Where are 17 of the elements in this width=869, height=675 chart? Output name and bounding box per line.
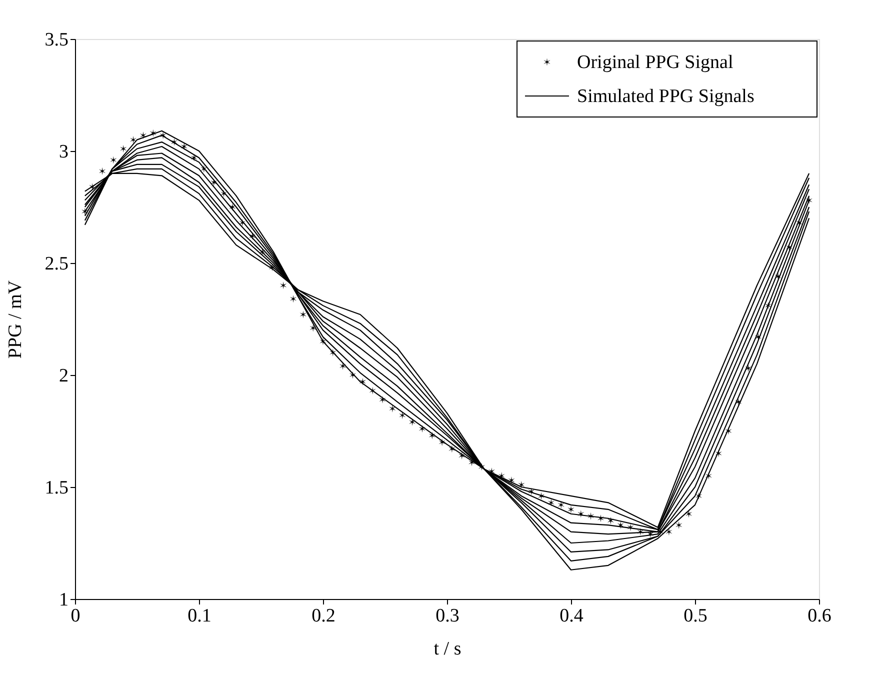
x-tick-label: 0.3 (436, 606, 460, 626)
y-tick-label: 2 (59, 366, 68, 386)
x-tick-label: 0 (70, 606, 80, 626)
x-tick-label: 0.5 (684, 606, 708, 626)
y-tick-label: 3 (59, 142, 68, 162)
y-tick-label: 1.5 (44, 478, 68, 498)
x-tick-label: 0.4 (560, 606, 584, 626)
x-axis-title: t / s (434, 638, 462, 660)
y-axis-title: PPG / mV (4, 280, 26, 359)
x-tick-label: 0.1 (188, 606, 212, 626)
y-tick-label: 3.5 (44, 30, 68, 50)
y-tick-label: 1 (59, 590, 68, 610)
x-tick-label: 0.2 (312, 606, 336, 626)
x-tick-label: 0.6 (808, 606, 832, 626)
legend-label: Original PPG Signal (577, 52, 734, 73)
y-tick-label: 2.5 (44, 254, 68, 274)
legend-label: Simulated PPG Signals (577, 86, 754, 107)
